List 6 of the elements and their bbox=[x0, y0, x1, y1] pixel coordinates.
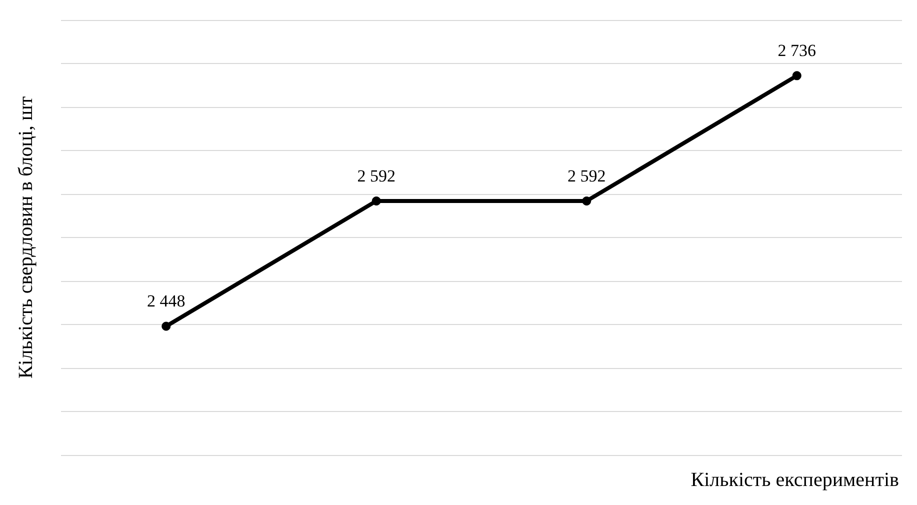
data-label: 2 592 bbox=[357, 166, 396, 186]
y-axis-title: Кількість свердловин в блоці, шт bbox=[15, 96, 37, 379]
data-label: 2 592 bbox=[568, 166, 606, 186]
data-label: 2 448 bbox=[147, 292, 186, 311]
data-label: 2 736 bbox=[778, 41, 816, 60]
x-axis-title: Кількість експериментів bbox=[690, 469, 900, 491]
